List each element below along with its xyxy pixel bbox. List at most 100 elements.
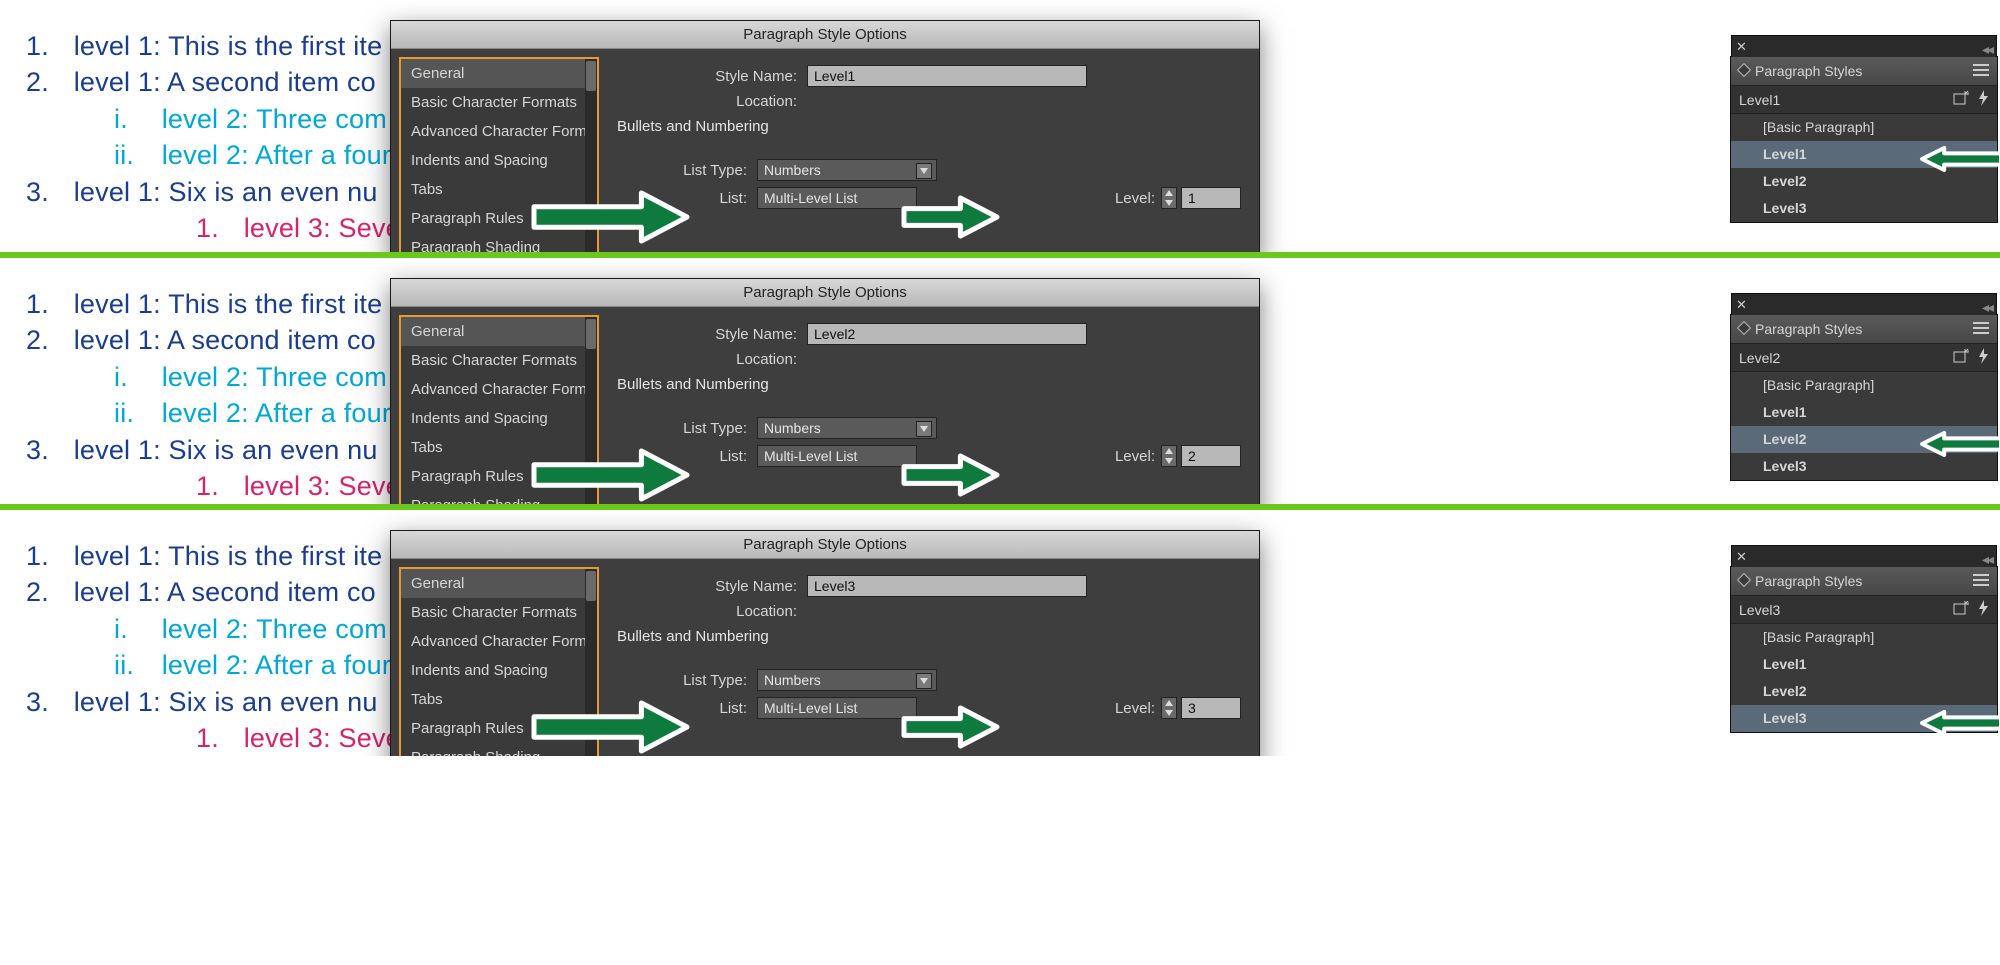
paragraph-style-options-dialog: Paragraph Style Options GeneralBasic Cha… <box>390 278 1260 504</box>
style-row[interactable]: [Basic Paragraph] <box>1731 114 1997 141</box>
category-item[interactable]: Paragraph Shading <box>401 233 597 252</box>
section-title: Bullets and Numbering <box>617 628 1241 645</box>
doc-line: i. level 2: Three com <box>114 611 401 647</box>
style-row[interactable]: Level3 <box>1731 705 1997 732</box>
new-style-icon[interactable]: + <box>1953 601 1969 618</box>
category-item[interactable]: Basic Character Formats <box>401 88 597 117</box>
panel-grip-icon[interactable]: ◂◂ <box>1982 551 1992 568</box>
close-icon[interactable]: ✕ <box>1736 297 1747 313</box>
doc-line: 1. level 1: This is the first ite <box>26 28 401 64</box>
level-label: Level: <box>1115 190 1155 207</box>
scroll-thumb[interactable] <box>586 571 596 601</box>
scrollbar[interactable] <box>585 569 597 756</box>
panel-tab-strip: ✕ ◂◂ <box>1731 35 1997 57</box>
category-item[interactable]: Paragraph Rules <box>401 462 597 491</box>
doc-line: 3. level 1: Six is an even nu <box>26 432 401 468</box>
list-type-dropdown[interactable]: Numbers <box>757 159 937 181</box>
styles-list: [Basic Paragraph]Level1Level2Level3 <box>1731 624 1997 732</box>
style-name-label: Style Name: <box>667 68 797 85</box>
category-item[interactable]: Indents and Spacing <box>401 656 597 685</box>
panel-tab-strip: ✕ ◂◂ <box>1731 293 1997 315</box>
style-row[interactable]: Level2 <box>1731 678 1997 705</box>
scroll-thumb[interactable] <box>586 61 596 91</box>
panel-grip-icon[interactable]: ◂◂ <box>1982 41 1992 58</box>
category-item[interactable]: Indents and Spacing <box>401 146 597 175</box>
list-dropdown[interactable]: Multi-Level List <box>757 187 917 209</box>
level-stepper[interactable] <box>1161 187 1177 209</box>
level-stepper[interactable] <box>1161 445 1177 467</box>
category-item[interactable]: Advanced Character Formats <box>401 375 597 404</box>
dialog-title: Paragraph Style Options <box>391 279 1259 307</box>
list-type-dropdown[interactable]: Numbers <box>757 417 937 439</box>
doc-line: 1. level 3: Seve <box>196 720 401 756</box>
svg-text:+: + <box>1966 349 1969 356</box>
category-item[interactable]: Basic Character Formats <box>401 598 597 627</box>
quick-apply-icon[interactable] <box>1977 348 1989 367</box>
style-name-label: Style Name: <box>667 578 797 595</box>
dialog-category-list[interactable]: GeneralBasic Character FormatsAdvanced C… <box>399 315 599 504</box>
styles-list: [Basic Paragraph]Level1 Level2Level3 <box>1731 114 1997 222</box>
category-item[interactable]: General <box>401 569 597 598</box>
arrow-annotation <box>1919 430 1989 448</box>
panel-grip-icon[interactable]: ◂◂ <box>1982 299 1992 316</box>
style-name-field[interactable]: Level1 <box>807 65 1087 87</box>
style-row[interactable]: Level3 <box>1731 195 1997 222</box>
dialog-title: Paragraph Style Options <box>391 21 1259 49</box>
style-row[interactable]: [Basic Paragraph] <box>1731 624 1997 651</box>
style-row[interactable]: Level2 <box>1731 168 1997 195</box>
style-row[interactable]: Level1 <box>1731 651 1997 678</box>
panel-menu-icon[interactable] <box>1973 63 1989 79</box>
dialog-category-list[interactable]: GeneralBasic Character FormatsAdvanced C… <box>399 567 599 756</box>
scroll-thumb[interactable] <box>586 319 596 349</box>
category-item[interactable]: Tabs <box>401 433 597 462</box>
doc-line: ii. level 2: After a four <box>114 395 401 431</box>
category-item[interactable]: Paragraph Rules <box>401 714 597 743</box>
level-stepper[interactable] <box>1161 697 1177 719</box>
style-name-field[interactable]: Level2 <box>807 323 1087 345</box>
category-item[interactable]: Paragraph Rules <box>401 204 597 233</box>
style-row[interactable]: Level1 <box>1731 399 1997 426</box>
style-row[interactable]: [Basic Paragraph] <box>1731 372 1997 399</box>
new-style-icon[interactable]: + <box>1953 349 1969 366</box>
category-item[interactable]: General <box>401 317 597 346</box>
category-item[interactable]: Tabs <box>401 685 597 714</box>
panel-menu-icon[interactable] <box>1973 573 1989 589</box>
svg-text:+: + <box>1966 601 1969 608</box>
category-item[interactable]: General <box>401 59 597 88</box>
style-row[interactable]: Level3 <box>1731 453 1997 480</box>
category-item[interactable]: Indents and Spacing <box>401 404 597 433</box>
panel-menu-icon[interactable] <box>1973 321 1989 337</box>
close-icon[interactable]: ✕ <box>1736 549 1747 565</box>
category-item[interactable]: Paragraph Shading <box>401 743 597 756</box>
style-row[interactable]: Level2 <box>1731 426 1997 453</box>
scrollbar[interactable] <box>585 59 597 252</box>
category-item[interactable]: Paragraph Shading <box>401 491 597 504</box>
applied-style-name: Level1 <box>1739 92 1780 108</box>
category-item[interactable]: Advanced Character Formats <box>401 117 597 146</box>
location-label: Location: <box>667 93 797 110</box>
scrollbar[interactable] <box>585 317 597 504</box>
close-icon[interactable]: ✕ <box>1736 39 1747 55</box>
style-row[interactable]: Level1 <box>1731 141 1997 168</box>
level-field[interactable]: 2 <box>1181 445 1241 467</box>
list-dropdown[interactable]: Multi-Level List <box>757 697 917 719</box>
paragraph-style-options-dialog: Paragraph Style Options GeneralBasic Cha… <box>390 530 1260 756</box>
category-item[interactable]: Tabs <box>401 175 597 204</box>
list-dropdown[interactable]: Multi-Level List <box>757 445 917 467</box>
dialog-category-list[interactable]: GeneralBasic Character FormatsAdvanced C… <box>399 57 599 252</box>
paragraph-styles-panel: ✕ ◂◂ Paragraph Styles Level2 + [Basic Pa… <box>1730 314 1998 481</box>
style-name-label: Style Name: <box>667 326 797 343</box>
quick-apply-icon[interactable] <box>1977 600 1989 619</box>
category-item[interactable]: Basic Character Formats <box>401 346 597 375</box>
level-field[interactable]: 1 <box>1181 187 1241 209</box>
style-name-field[interactable]: Level3 <box>807 575 1087 597</box>
list-label: List: <box>647 700 747 717</box>
new-style-icon[interactable]: + <box>1953 91 1969 108</box>
quick-apply-icon[interactable] <box>1977 90 1989 109</box>
list-label: List: <box>647 190 747 207</box>
document-preview: 1. level 1: This is the first ite2. leve… <box>26 28 401 247</box>
level-field[interactable]: 3 <box>1181 697 1241 719</box>
category-item[interactable]: Advanced Character Formats <box>401 627 597 656</box>
styles-list: [Basic Paragraph]Level1Level2 Level3 <box>1731 372 1997 480</box>
list-type-dropdown[interactable]: Numbers <box>757 669 937 691</box>
